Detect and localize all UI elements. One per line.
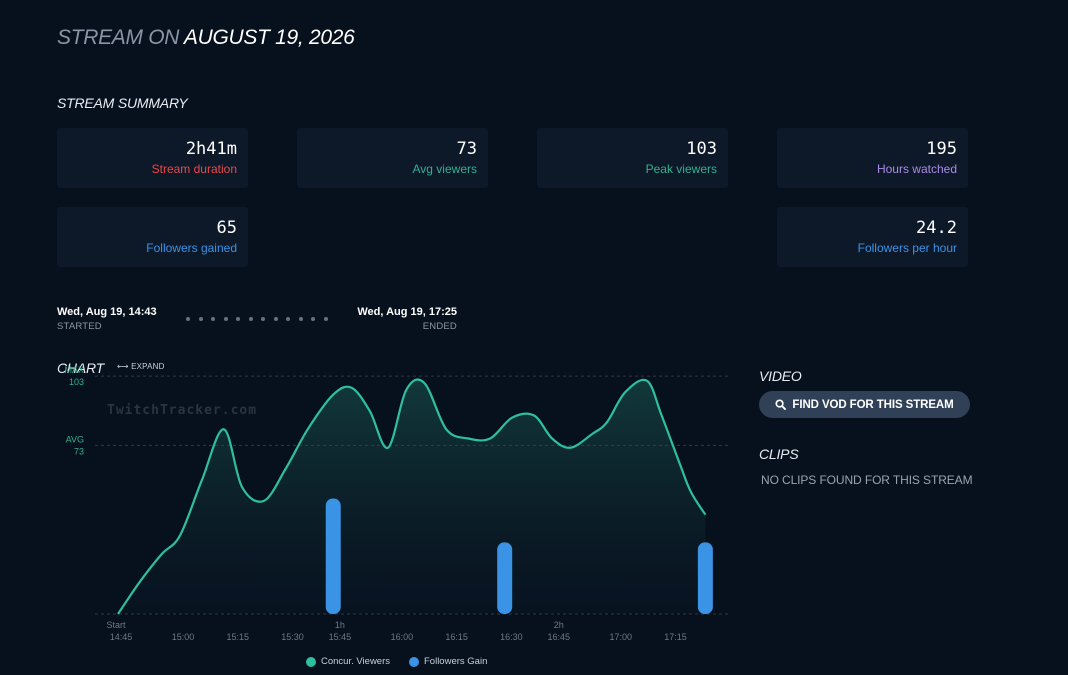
stream-end: Wed, Aug 19, 17:25 ENDED (352, 306, 457, 332)
viewers-line (117, 378, 707, 615)
card-value: 103 (686, 139, 717, 159)
card-value: 24.2 (916, 218, 957, 238)
avg-viewers-card: 73 Avg viewers (297, 128, 488, 188)
card-label: Followers gained (146, 241, 237, 255)
stream-summary-heading: STREAM SUMMARY (57, 95, 188, 111)
x-tick-label: 2h (554, 620, 564, 630)
followers-gained-card: 65 Followers gained (57, 207, 248, 267)
legend-label: Concur. Viewers (321, 656, 390, 667)
start-time: Wed, Aug 19, 14:43 (57, 306, 157, 318)
expand-chart-button[interactable]: ⟷ EXPAND (117, 362, 165, 371)
peak-viewers-card: 103 Peak viewers (537, 128, 728, 188)
x-tick-time: 17:15 (664, 632, 687, 642)
clips-heading: CLIPS (759, 446, 799, 462)
video-heading: VIDEO (759, 368, 802, 384)
end-time: Wed, Aug 19, 17:25 (357, 306, 457, 318)
title-date: AUGUST 19, 2026 (183, 26, 355, 49)
timeline-dots (186, 317, 328, 321)
followers-bar (497, 542, 513, 614)
card-label: Peak viewers (645, 162, 717, 176)
followers-per-hour-card: 24.2 Followers per hour (777, 207, 968, 267)
end-label: ENDED (422, 321, 457, 332)
legend-swatch (306, 656, 316, 667)
x-tick-label: Start (106, 620, 126, 630)
x-tick-time: 15:15 (226, 632, 249, 642)
legend-viewers[interactable]: Concur. Viewers (306, 656, 390, 667)
legend-swatch (409, 656, 419, 667)
max-value-label: 103 (69, 377, 84, 387)
title-prefix: STREAM ON (57, 26, 180, 49)
x-tick-time: 15:30 (281, 632, 304, 642)
followers-bar (697, 542, 713, 614)
stream-duration-card: 2h41m Stream duration (57, 128, 248, 188)
find-vod-button[interactable]: FIND VOD FOR THIS STREAM (759, 391, 970, 418)
card-label: Hours watched (876, 162, 957, 176)
chart-heading: CHART (57, 360, 104, 376)
no-clips-message: NO CLIPS FOUND FOR THIS STREAM (761, 473, 973, 487)
x-tick-time: 14:45 (110, 632, 133, 642)
x-tick-time: 16:45 (548, 632, 571, 642)
stream-start: Wed, Aug 19, 14:43 STARTED (57, 306, 157, 332)
hours-watched-card: 195 Hours watched (777, 128, 968, 188)
x-tick-time: 16:15 (445, 632, 468, 642)
card-label: Stream duration (151, 162, 237, 176)
legend-label: Followers Gain (424, 656, 488, 667)
card-label: Followers per hour (857, 241, 957, 255)
max-label: MAX (64, 365, 84, 375)
chart-watermark: TwitchTracker.com (107, 403, 257, 418)
x-tick-time: 15:00 (172, 632, 195, 642)
start-label: STARTED (57, 321, 102, 332)
avg-label: AVG (66, 434, 84, 444)
card-label: Avg viewers (412, 162, 477, 176)
search-icon (775, 399, 787, 410)
card-value: 65 (216, 218, 237, 238)
card-value: 195 (926, 139, 957, 159)
legend-followers[interactable]: Followers Gain (409, 656, 487, 667)
x-tick-label: 1h (335, 620, 345, 630)
x-tick-time: 15:45 (329, 632, 352, 642)
x-tick-time: 16:00 (391, 632, 414, 642)
followers-bar (325, 498, 341, 614)
card-value: 2h41m (185, 139, 237, 159)
avg-value-label: 73 (74, 446, 84, 456)
card-value: 73 (456, 139, 477, 159)
page-title: STREAM ON AUGUST 19, 2026 (57, 26, 355, 50)
viewers-area (118, 379, 706, 614)
x-tick-time: 16:30 (500, 632, 523, 642)
x-tick-time: 17:00 (610, 632, 633, 642)
find-vod-label: FIND VOD FOR THIS STREAM (792, 398, 954, 411)
